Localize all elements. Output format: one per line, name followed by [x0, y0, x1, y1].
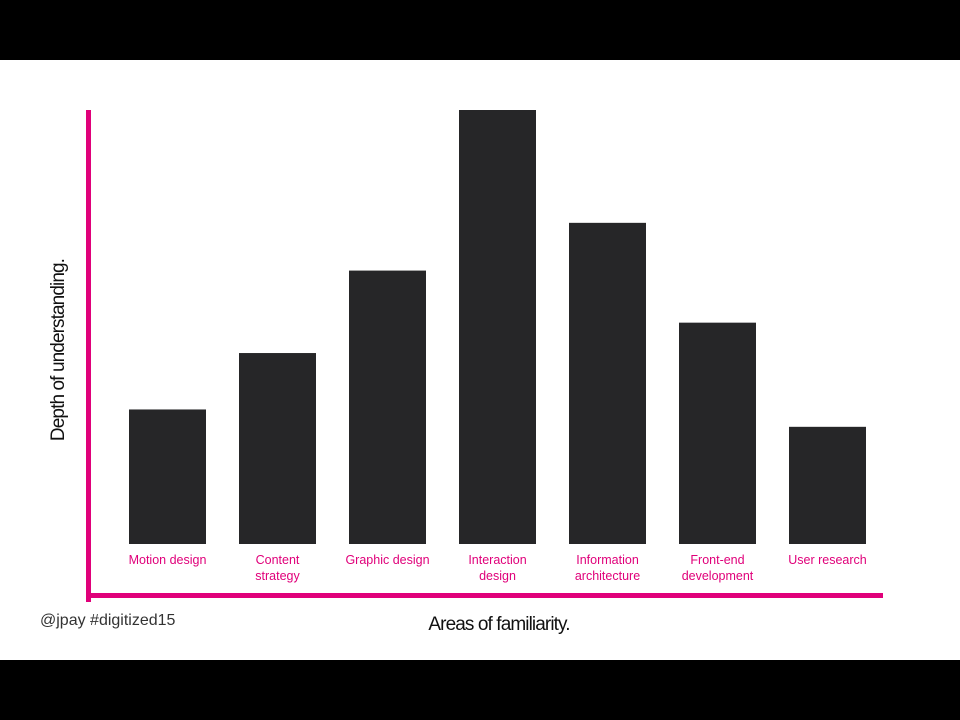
- y-axis-label: Depth of understanding.: [48, 258, 69, 442]
- category-label: Front-end development: [682, 553, 754, 583]
- bar: [569, 222, 646, 544]
- bar: [129, 409, 206, 544]
- category-label: Interaction design: [468, 553, 526, 583]
- category-label: Information architecture: [575, 553, 640, 583]
- bar: [789, 426, 866, 544]
- category-label: User research: [788, 553, 867, 567]
- x-axis-label: Areas of familiarity.: [428, 614, 570, 635]
- credit-text: @jpay #digitized15: [40, 612, 176, 629]
- bar: [349, 270, 426, 544]
- bar-chart: Motion design Content strategy Graphic desi…: [129, 110, 867, 583]
- bar: [459, 110, 536, 544]
- category-label: Content strategy: [255, 553, 300, 583]
- y-axis-line: [86, 110, 91, 602]
- bar: [679, 322, 756, 544]
- category-label: Graphic design: [345, 553, 429, 567]
- category-label: Motion design: [129, 553, 207, 567]
- bar: [239, 353, 316, 544]
- x-axis-line: [86, 593, 883, 598]
- slide: Motion design Content strategy Graphic desi…: [0, 60, 960, 660]
